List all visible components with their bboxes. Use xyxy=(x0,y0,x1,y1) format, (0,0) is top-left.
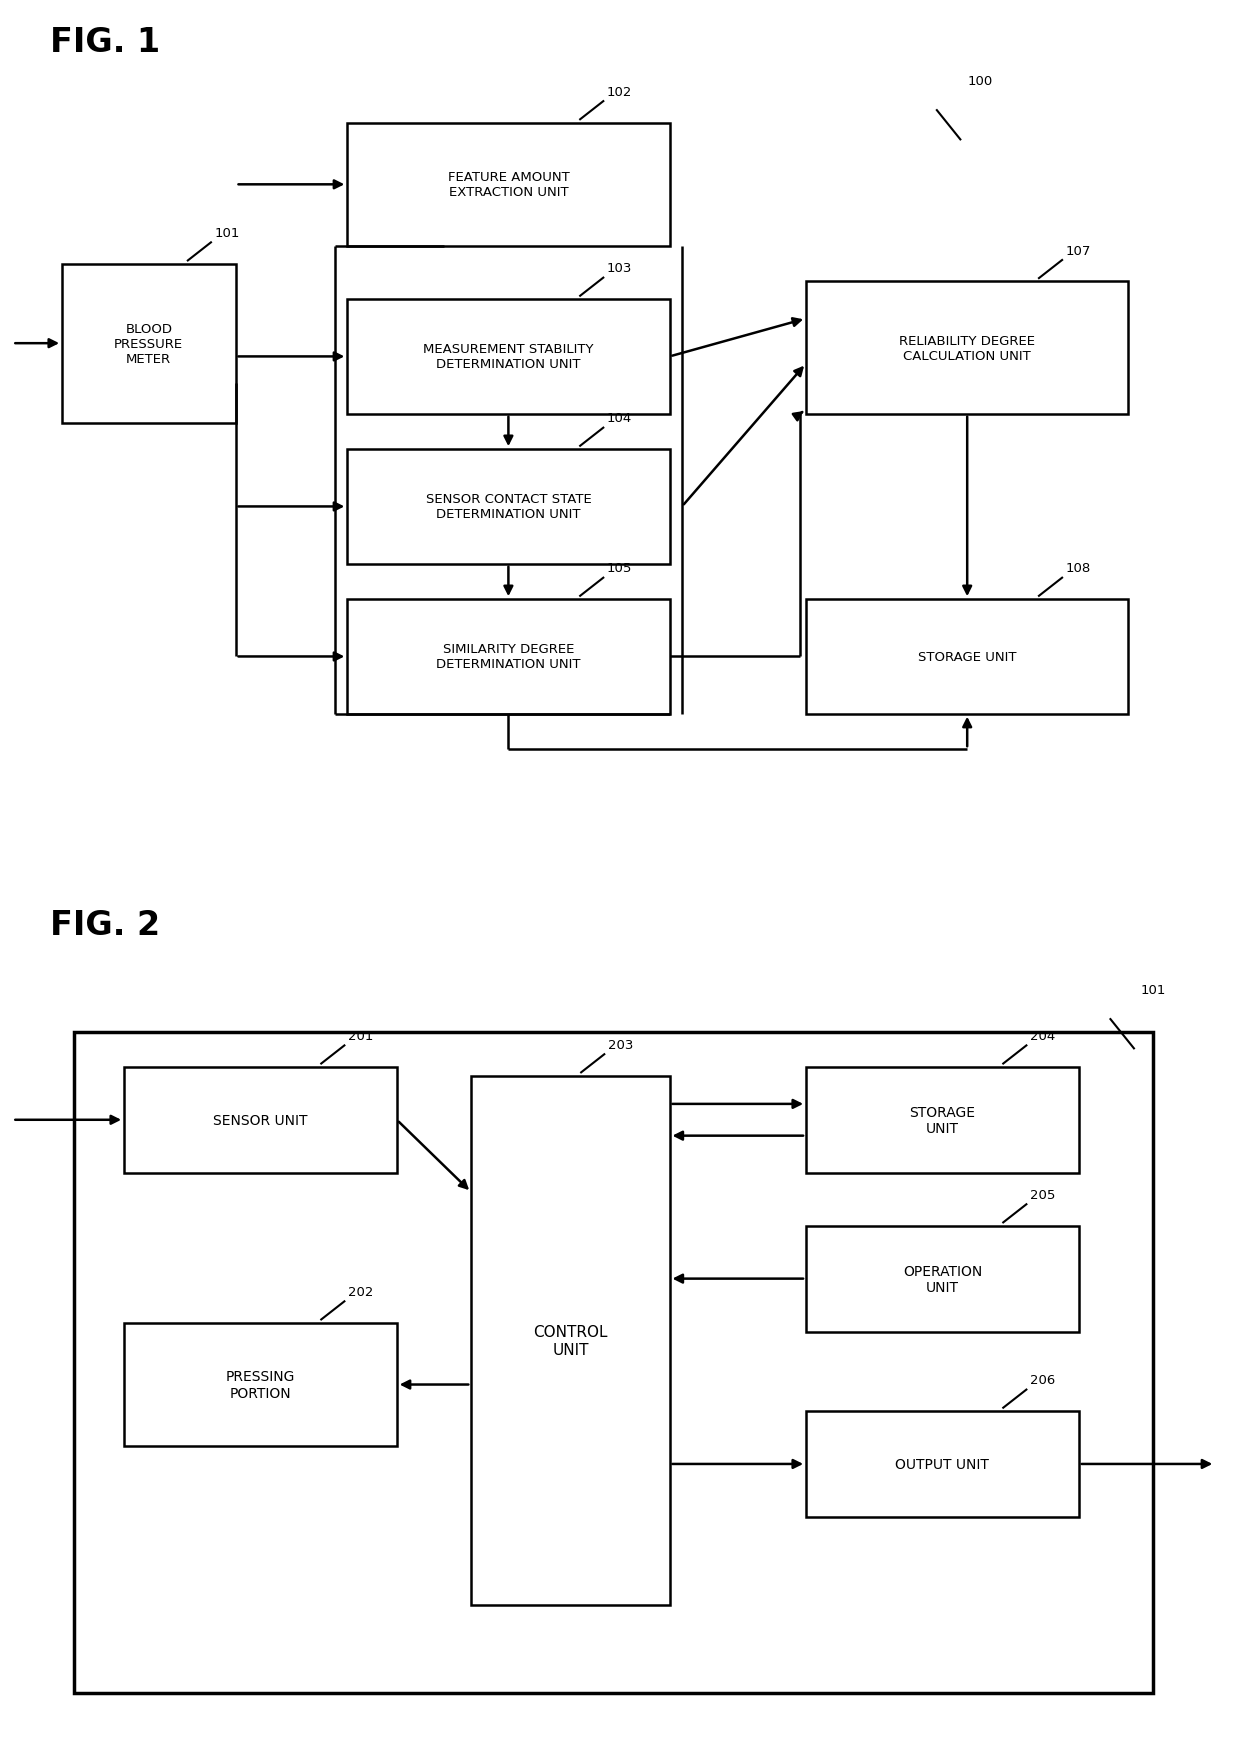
Text: 100: 100 xyxy=(967,76,992,88)
Text: FIG. 2: FIG. 2 xyxy=(50,908,160,942)
Bar xyxy=(74,1032,1153,1693)
Text: STORAGE
UNIT: STORAGE UNIT xyxy=(909,1104,976,1136)
Text: CONTROL
UNIT: CONTROL UNIT xyxy=(533,1325,608,1357)
Text: BLOOD
PRESSURE
METER: BLOOD PRESSURE METER xyxy=(114,323,184,365)
Bar xyxy=(124,1067,397,1173)
Bar xyxy=(806,1226,1079,1332)
Text: 104: 104 xyxy=(606,413,632,425)
Text: MEASUREMENT STABILITY
DETERMINATION UNIT: MEASUREMENT STABILITY DETERMINATION UNIT xyxy=(423,344,594,370)
Bar xyxy=(62,265,236,423)
Text: 205: 205 xyxy=(1029,1189,1055,1201)
Bar xyxy=(347,450,670,564)
Text: 101: 101 xyxy=(1141,984,1166,997)
Text: OPERATION
UNIT: OPERATION UNIT xyxy=(903,1263,982,1295)
Text: FIG. 1: FIG. 1 xyxy=(50,26,160,60)
Bar xyxy=(124,1323,397,1446)
Bar xyxy=(806,1067,1079,1173)
Bar xyxy=(806,1411,1079,1517)
Text: 108: 108 xyxy=(1065,563,1091,575)
Text: 203: 203 xyxy=(608,1039,632,1051)
Bar xyxy=(347,300,670,415)
Text: STORAGE UNIT: STORAGE UNIT xyxy=(918,651,1017,663)
Text: 204: 204 xyxy=(1029,1030,1055,1043)
Text: PRESSING
PORTION: PRESSING PORTION xyxy=(226,1369,295,1401)
Bar xyxy=(471,1076,670,1605)
Bar xyxy=(347,123,670,247)
Text: FEATURE AMOUNT
EXTRACTION UNIT: FEATURE AMOUNT EXTRACTION UNIT xyxy=(448,171,569,199)
Text: SENSOR UNIT: SENSOR UNIT xyxy=(213,1113,308,1127)
Bar xyxy=(347,600,670,714)
Text: RELIABILITY DEGREE
CALCULATION UNIT: RELIABILITY DEGREE CALCULATION UNIT xyxy=(899,335,1035,362)
Text: 103: 103 xyxy=(606,263,632,275)
Text: 202: 202 xyxy=(347,1286,373,1298)
Text: 201: 201 xyxy=(347,1030,373,1043)
Text: 105: 105 xyxy=(606,563,632,575)
Text: 107: 107 xyxy=(1065,245,1091,258)
Text: 101: 101 xyxy=(215,228,239,240)
Text: SIMILARITY DEGREE
DETERMINATION UNIT: SIMILARITY DEGREE DETERMINATION UNIT xyxy=(436,644,580,670)
Bar xyxy=(806,600,1128,714)
Text: OUTPUT UNIT: OUTPUT UNIT xyxy=(895,1457,990,1471)
Text: SENSOR CONTACT STATE
DETERMINATION UNIT: SENSOR CONTACT STATE DETERMINATION UNIT xyxy=(425,494,591,520)
Text: 102: 102 xyxy=(606,86,632,99)
Bar xyxy=(806,282,1128,415)
Text: 206: 206 xyxy=(1029,1374,1055,1387)
